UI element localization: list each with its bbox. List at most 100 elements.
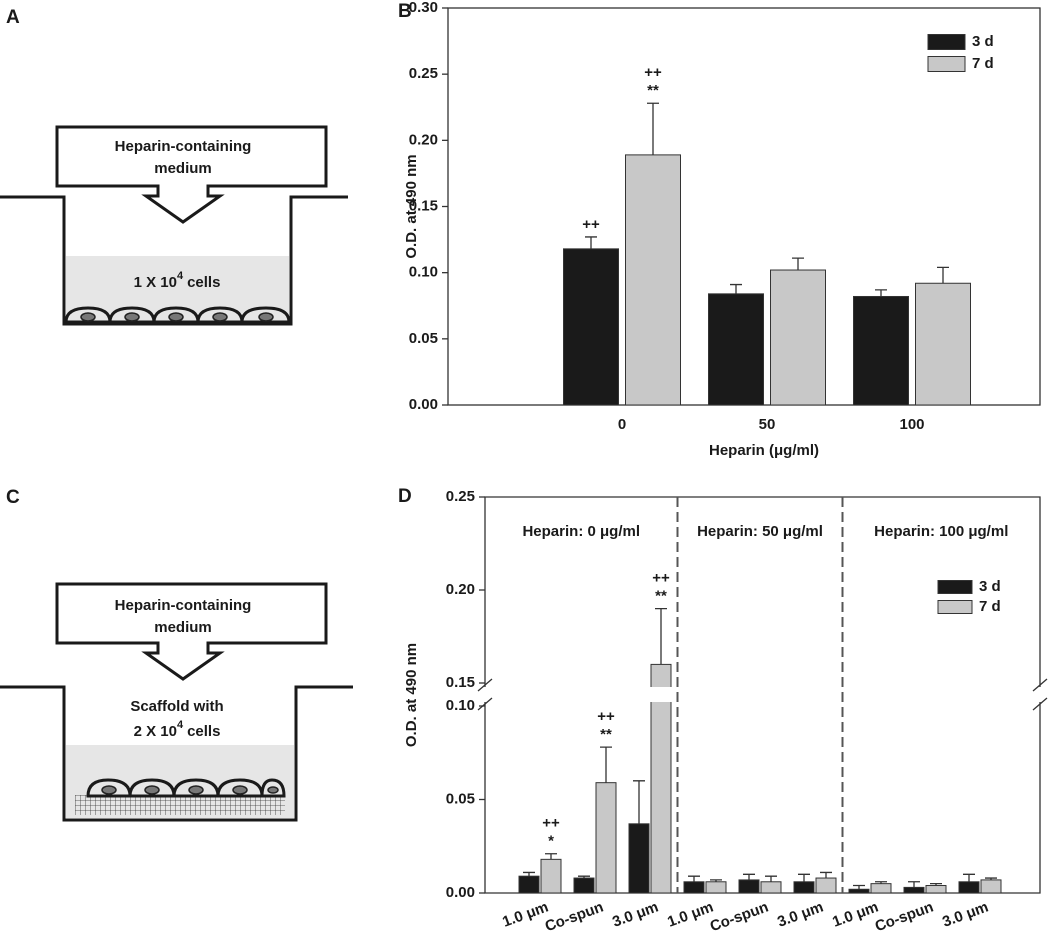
x-tick-label: 100	[899, 416, 924, 433]
error-bar	[875, 881, 887, 884]
annotation: **	[655, 588, 667, 605]
x-tick-label: Co-spun	[708, 899, 771, 936]
error-bar	[985, 877, 997, 880]
x-tick-label: Co-spun	[543, 899, 606, 936]
bar	[628, 823, 650, 894]
error-bar	[908, 881, 920, 888]
y-axis-label: O.D. at 490 nm	[403, 643, 420, 747]
y-tick-label: 0.20	[409, 131, 438, 148]
bar	[915, 282, 971, 406]
bar	[980, 879, 1002, 894]
diagram-a: Heparin-containing medium 1 X 104 cells	[0, 125, 348, 326]
bar	[903, 886, 925, 894]
error-bar	[853, 884, 865, 890]
error-bar	[792, 257, 804, 271]
cells-unit: cells	[187, 274, 220, 291]
x-tick-label: 1.0 μm	[830, 899, 880, 931]
error-bar	[545, 853, 557, 860]
cells-exponent: 4	[177, 719, 184, 731]
error-bar	[578, 875, 590, 879]
x-tick-label: 50	[759, 416, 776, 433]
cells-base: 2 X 10	[134, 723, 177, 740]
error-bar	[647, 102, 659, 155]
x-tick-label: 3.0 μm	[775, 899, 825, 931]
error-bar	[730, 283, 742, 294]
bar	[793, 881, 815, 894]
error-bar	[633, 780, 645, 824]
annotation: **	[600, 726, 612, 743]
panel-label: A	[6, 7, 20, 28]
cells-text: 2 X 104 cells	[134, 719, 221, 740]
diagram-text: Heparin-containing	[115, 597, 252, 614]
error-bar	[523, 871, 535, 877]
annotation: ++	[542, 815, 560, 832]
y-tick-label: 0.20	[446, 581, 475, 598]
y-tick-label: 0.15	[409, 197, 438, 214]
cells-text: 1 X 104 cells	[134, 270, 221, 291]
y-tick-label: 0.30	[409, 0, 438, 16]
error-bar	[930, 883, 942, 886]
x-tick-label: 3.0 μm	[610, 899, 660, 931]
y-tick-label: 0.10	[446, 697, 475, 714]
legend-label: 7 d	[979, 598, 1001, 615]
annotation: ++	[652, 570, 670, 587]
bar	[540, 858, 562, 894]
axis-break	[1032, 678, 1048, 711]
cells-base: 1 X 10	[134, 274, 177, 291]
bar	[625, 154, 681, 406]
bar	[738, 879, 760, 894]
diagram-text: Scaffold with	[130, 698, 223, 715]
y-tick-label: 0.05	[409, 330, 438, 347]
bar	[770, 269, 826, 406]
bar	[870, 883, 892, 894]
legend-label: 3 d	[979, 578, 1001, 595]
error-bar	[655, 607, 667, 665]
y-axis-label: O.D. at 490 nm	[403, 154, 420, 258]
error-bar	[585, 236, 597, 249]
bar	[925, 885, 947, 894]
annotation: ++	[644, 64, 662, 81]
y-tick-label: 0.25	[446, 488, 475, 505]
x-tick-label: 1.0 μm	[665, 899, 715, 931]
bar	[683, 881, 705, 894]
error-bar	[820, 871, 832, 879]
x-tick-label: 1.0 μm	[500, 899, 550, 931]
bar	[848, 888, 870, 894]
panel-label: B	[398, 1, 412, 22]
bar	[705, 881, 727, 894]
x-axis-label: Heparin (μg/ml)	[709, 442, 819, 459]
diagram-c: Heparin-containing medium Scaffold with …	[0, 582, 353, 822]
y-tick-label: 0.10	[409, 264, 438, 281]
bar	[563, 248, 619, 406]
diagram-text: medium	[154, 619, 212, 636]
axis-break	[477, 678, 493, 711]
annotation: ++	[582, 216, 600, 233]
error-bar	[743, 873, 755, 880]
y-tick-label: 0.05	[446, 790, 475, 807]
legend-swatch	[927, 56, 966, 72]
error-bar	[688, 875, 700, 882]
x-tick-label: 0	[618, 416, 626, 433]
y-tick-label: 0.25	[409, 65, 438, 82]
y-tick-label: 0.00	[409, 396, 438, 413]
x-tick-label: Co-spun	[873, 899, 936, 936]
y-tick-label: 0.15	[446, 674, 475, 691]
error-bar	[710, 879, 722, 882]
legend-label: 7 d	[972, 55, 994, 72]
bar	[760, 881, 782, 894]
panel-label: C	[6, 487, 20, 508]
group-label: Heparin: 0 μg/ml	[522, 523, 640, 540]
bar	[518, 875, 540, 894]
legend-label: 3 d	[972, 33, 994, 50]
bar	[573, 877, 595, 894]
panel-label: D	[398, 486, 412, 507]
bar	[595, 782, 617, 894]
annotation: *	[548, 833, 554, 850]
legend-swatch	[937, 580, 973, 594]
bar	[958, 881, 980, 894]
break-gap	[650, 687, 672, 702]
x-tick-label: 3.0 μm	[940, 899, 990, 931]
annotation: ++	[597, 708, 615, 725]
error-bar	[798, 873, 810, 882]
